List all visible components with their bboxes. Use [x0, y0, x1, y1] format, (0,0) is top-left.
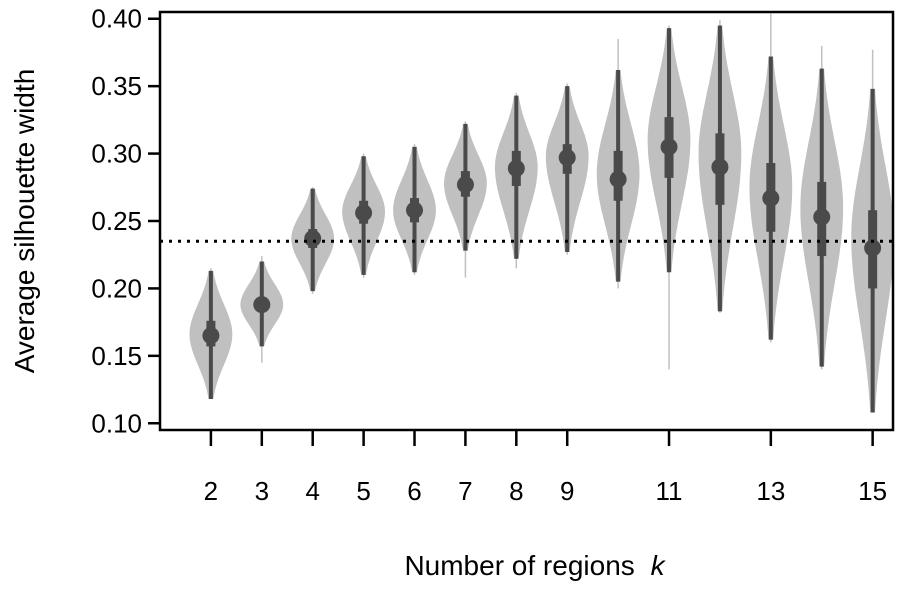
x-axis: 2 3 4 5 6 7 8 9 11 13 15: [204, 430, 887, 506]
median-point-k7: [456, 176, 474, 194]
x-tick-label: 11: [656, 476, 683, 506]
x-axis-title-text: Number of regions: [404, 550, 634, 581]
x-tick-label: 15: [858, 476, 887, 506]
x-tick-label: 7: [458, 476, 472, 506]
median-point-k5: [355, 204, 373, 222]
y-tick-label: 0.20: [91, 273, 142, 303]
x-tick-label: 4: [305, 476, 319, 506]
median-point-k8: [507, 159, 525, 177]
y-tick-label: 0.25: [91, 206, 142, 236]
median-point-k12: [711, 158, 729, 176]
median-point-k10: [609, 170, 627, 188]
x-tick-label: 6: [407, 476, 421, 506]
x-axis-title: Number of regions k: [404, 550, 666, 581]
median-point-k3: [253, 296, 271, 314]
x-tick-label: 3: [255, 476, 269, 506]
y-tick-label: 0.10: [91, 408, 142, 438]
median-point-k2: [202, 327, 220, 345]
x-tick-label: 8: [509, 476, 523, 506]
median-point-k13: [762, 189, 780, 207]
x-tick-label: 13: [756, 476, 785, 506]
violins-layer: [189, 13, 894, 413]
x-tick-label: 9: [560, 476, 574, 506]
x-tick-label: 5: [356, 476, 370, 506]
y-tick-label: 0.40: [91, 4, 142, 34]
x-axis-title-var: k: [651, 550, 667, 581]
median-point-k6: [406, 201, 424, 219]
x-tick-label: 2: [204, 476, 218, 506]
median-point-k4: [304, 230, 322, 248]
y-axis: 0.10 0.15 0.20 0.25 0.30 0.35 0.40: [91, 4, 160, 438]
y-axis-title: Average silhouette width: [9, 69, 40, 374]
y-tick-label: 0.15: [91, 341, 142, 371]
median-point-k14: [813, 208, 831, 226]
y-tick-label: 0.30: [91, 139, 142, 169]
median-point-k11: [660, 138, 678, 156]
median-point-k15: [864, 239, 882, 257]
y-tick-label: 0.35: [91, 71, 142, 101]
median-point-k9: [558, 149, 576, 167]
